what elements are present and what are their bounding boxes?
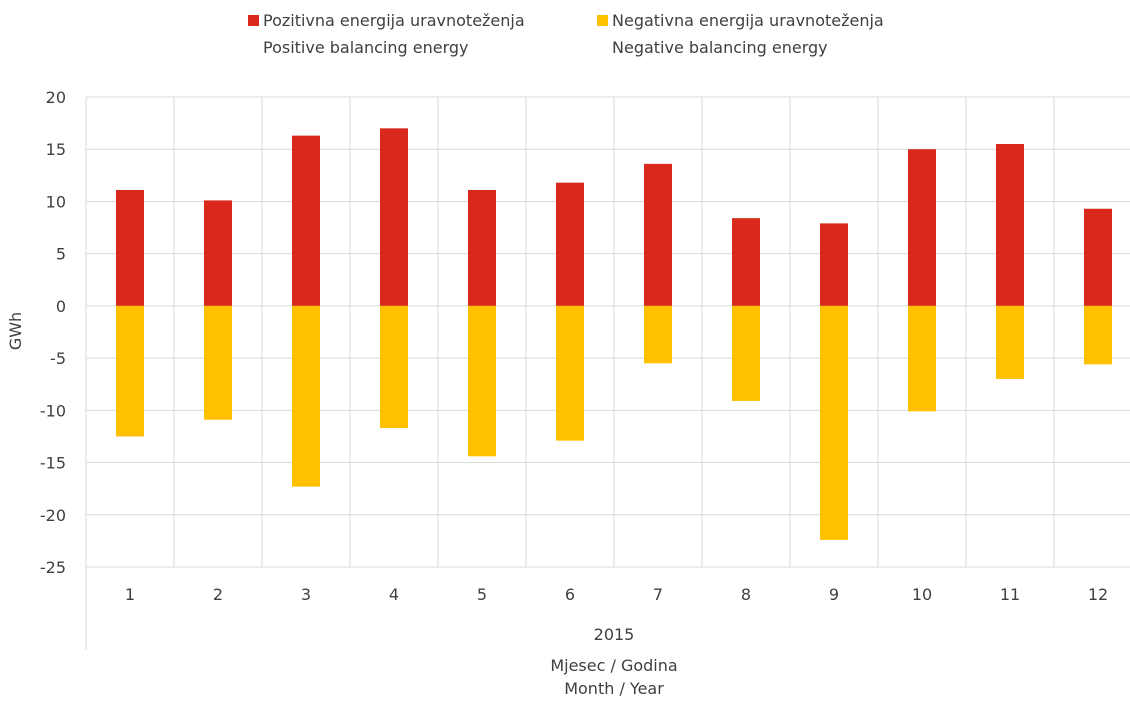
legend-swatch-positive: [248, 15, 259, 26]
bar-positive: [908, 149, 936, 306]
x-tick-label: 9: [829, 585, 839, 604]
bar-positive: [644, 163, 672, 306]
bar-positive: [1084, 208, 1112, 306]
bar-positive: [820, 223, 848, 306]
legend: Pozitivna energija uravnoteženja Positiv…: [248, 11, 884, 57]
x-axis-title-line2: Month / Year: [564, 679, 664, 698]
bar-negative: [204, 305, 232, 420]
bar-negative: [996, 305, 1024, 379]
bar-positive: [116, 189, 144, 306]
bar-positive: [732, 218, 760, 306]
x-tick-label: 3: [301, 585, 311, 604]
y-axis-ticks: 20 15 10 5 0 -5 -10 -15 -20 -25: [40, 88, 66, 577]
legend-swatch-negative: [597, 15, 608, 26]
bar-negative: [556, 305, 584, 441]
x-group-label: 2015: [594, 625, 635, 644]
y-axis-title: GWh: [6, 312, 25, 350]
y-tick-label: -15: [40, 454, 66, 473]
x-tick-label: 4: [389, 585, 399, 604]
y-tick-label: -5: [50, 349, 66, 368]
bar-negative: [644, 305, 672, 364]
y-tick-label: -20: [40, 506, 66, 525]
bar-negative: [468, 305, 496, 457]
bar-negative: [116, 305, 144, 437]
bar-positive: [996, 144, 1024, 306]
gridlines: [85, 96, 1130, 650]
bar-negative: [380, 305, 408, 429]
bar-positive: [204, 200, 232, 306]
y-tick-label: 5: [56, 245, 66, 264]
x-tick-label: 1: [125, 585, 135, 604]
y-tick-label: -10: [40, 401, 66, 420]
bar-positive: [380, 128, 408, 306]
y-tick-label: -25: [40, 558, 66, 577]
bar-negative: [1084, 305, 1112, 365]
bar-negative: [820, 305, 848, 540]
x-tick-label: 11: [1000, 585, 1020, 604]
x-axis-title-line1: Mjesec / Godina: [550, 656, 677, 675]
x-tick-label: 7: [653, 585, 663, 604]
x-tick-label: 12: [1088, 585, 1108, 604]
bar-negative: [908, 305, 936, 412]
y-tick-label: 10: [46, 192, 66, 211]
bars: [116, 128, 1112, 540]
y-tick-label: 20: [46, 88, 66, 107]
y-tick-label: 15: [46, 140, 66, 159]
x-axis-ticks: 1 2 3 4 5 6 7 8 9 10 11 12: [125, 585, 1108, 604]
legend-label-positive-line1: Pozitivna energija uravnoteženja: [263, 11, 525, 30]
x-tick-label: 2: [213, 585, 223, 604]
x-tick-label: 8: [741, 585, 751, 604]
x-tick-label: 5: [477, 585, 487, 604]
legend-label-positive-line2: Positive balancing energy: [263, 38, 469, 57]
bar-positive: [468, 189, 496, 306]
bar-negative: [292, 305, 320, 487]
bar-negative: [732, 305, 760, 401]
x-tick-label: 10: [912, 585, 932, 604]
bar-positive: [556, 182, 584, 306]
y-tick-label: 0: [56, 297, 66, 316]
legend-label-negative-line1: Negativna energija uravnoteženja: [612, 11, 884, 30]
bar-positive: [292, 135, 320, 306]
x-tick-label: 6: [565, 585, 575, 604]
legend-label-negative-line2: Negative balancing energy: [612, 38, 828, 57]
